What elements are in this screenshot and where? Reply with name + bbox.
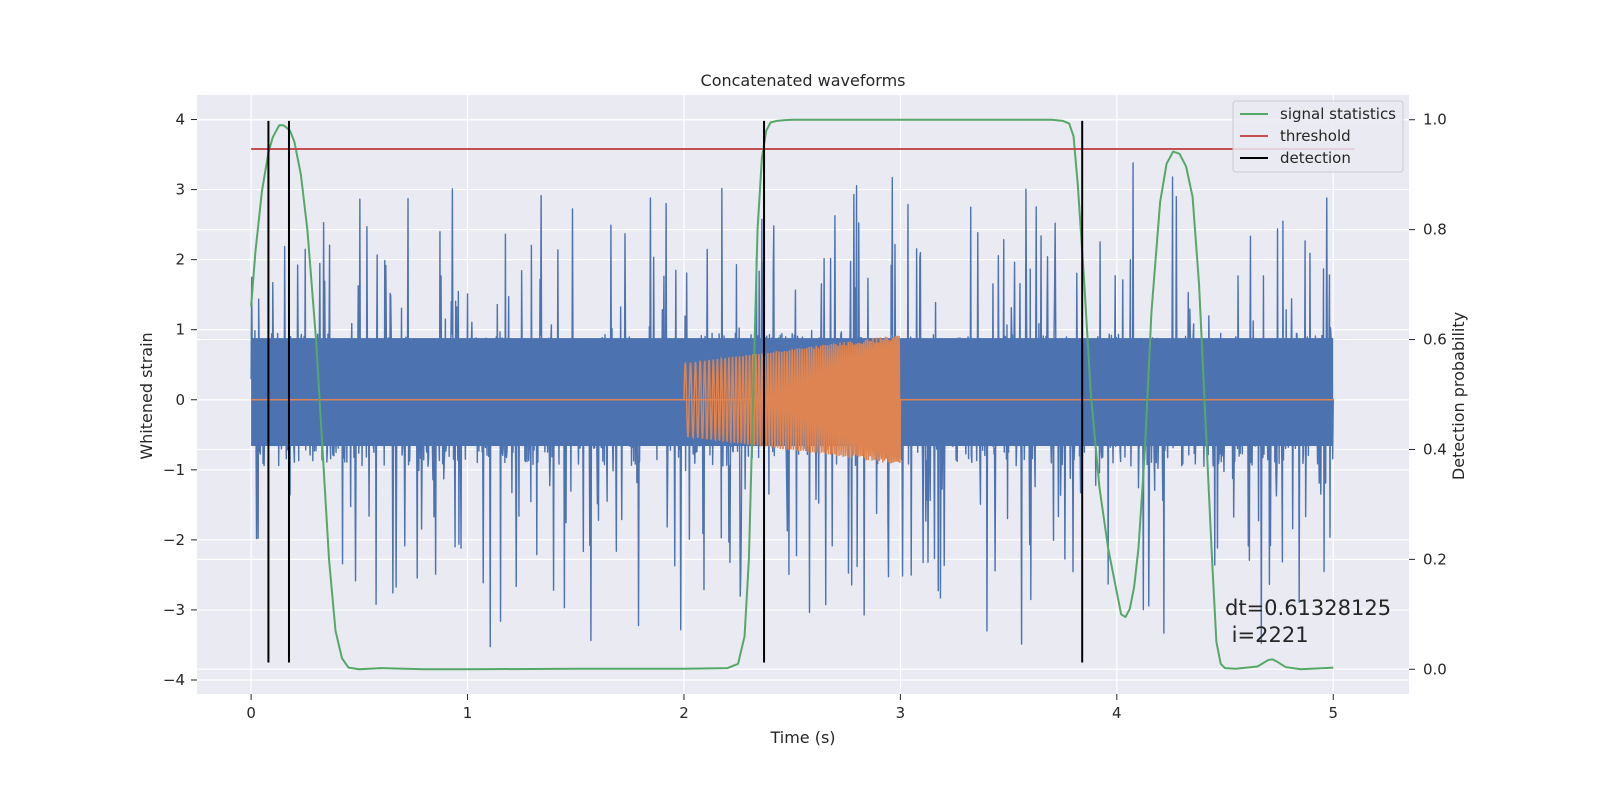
y-tick-label-4: 0 <box>175 391 185 409</box>
x-tick-label-1: 1 <box>463 704 473 722</box>
y-axis-title-right: Detection probability <box>1449 312 1468 480</box>
injection-series <box>251 335 1334 464</box>
y2-tick-label-0: 0.0 <box>1423 660 1447 678</box>
annotation-dt: dt=0.61328125 <box>1225 596 1391 620</box>
x-tick-label-5: 5 <box>1328 704 1338 722</box>
x-tick-label-2: 2 <box>679 704 689 722</box>
chart-title: Concatenated waveforms <box>701 71 906 90</box>
y-tick-label-1: −3 <box>163 601 185 619</box>
y-tick-label-2: −2 <box>163 531 185 549</box>
legend-label-detection: detection <box>1280 149 1351 167</box>
legend-box <box>1232 100 1404 173</box>
injection-line <box>683 335 902 464</box>
y2-tick-label-2: 0.4 <box>1423 440 1447 458</box>
x-tick-label-0: 0 <box>246 704 256 722</box>
x-axis-title: Time (s) <box>769 728 835 747</box>
signal-statistics-series <box>250 118 1334 671</box>
y-tick-label-5: 1 <box>175 321 185 339</box>
y-tick-label-6: 2 <box>175 251 185 269</box>
legend-label-threshold: threshold <box>1280 127 1351 145</box>
x-tick-label-4: 4 <box>1112 704 1122 722</box>
y-tick-label-7: 3 <box>175 181 185 199</box>
legend-label-signal-statistics: signal statistics <box>1280 105 1396 123</box>
annotation-index: i=2221 <box>1225 623 1309 647</box>
axes: 0 1 2 3 4 5 −4 −3 −2 −1 0 1 2 3 4 0.0 0.2 0.4 0.6 0.8 1.0 <box>163 111 1447 722</box>
y2-tick-label-3: 0.6 <box>1423 331 1447 349</box>
y-tick-label-0: −4 <box>163 671 185 689</box>
detection-lines <box>267 120 1084 663</box>
x-tick-label-3: 3 <box>896 704 906 722</box>
y-tick-label-3: −1 <box>163 461 185 479</box>
y2-tick-label-4: 0.8 <box>1423 221 1447 239</box>
y-tick-label-8: 4 <box>175 111 185 129</box>
y-axis-title-left: Whitened strain <box>137 332 156 459</box>
legend: signal statistics threshold detection <box>1232 100 1404 173</box>
y2-tick-label-5: 1.0 <box>1423 111 1447 129</box>
y2-tick-label-1: 0.2 <box>1423 550 1447 568</box>
signal-statistics-line <box>250 118 1334 671</box>
